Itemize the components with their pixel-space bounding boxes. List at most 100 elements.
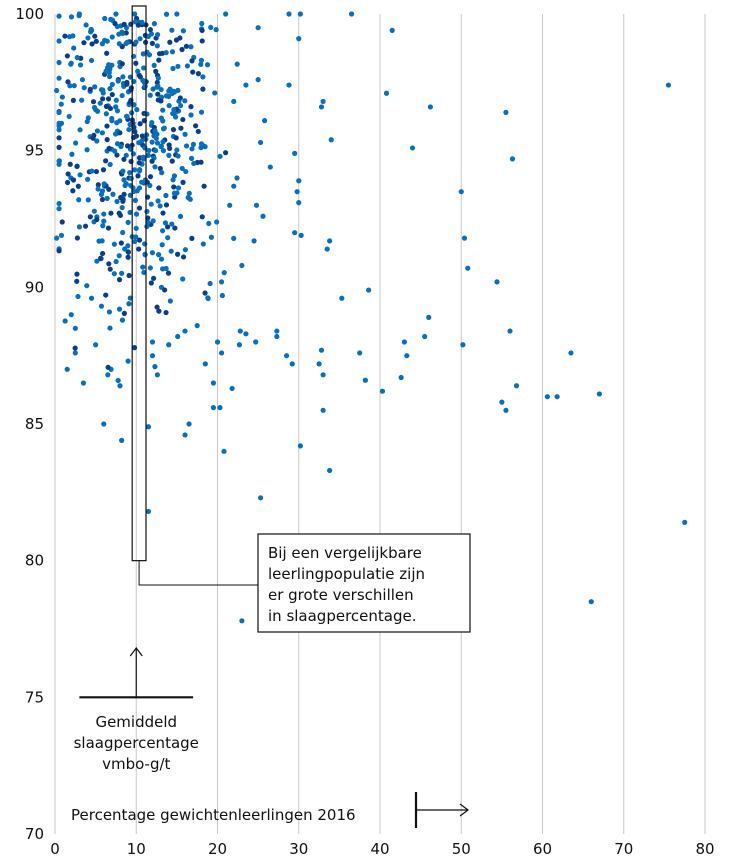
data-point [106, 73, 113, 80]
data-point [135, 173, 141, 179]
data-point [132, 11, 138, 17]
data-point [133, 60, 139, 66]
data-point [72, 325, 78, 331]
data-point [257, 139, 264, 146]
data-point [93, 168, 99, 175]
data-point [221, 448, 227, 454]
data-point [234, 61, 240, 67]
data-point [251, 238, 257, 244]
data-point [182, 131, 188, 137]
data-point [199, 214, 205, 220]
data-point [214, 339, 221, 345]
data-point [101, 218, 107, 224]
data-point [144, 132, 150, 138]
data-point [105, 225, 112, 231]
data-point [121, 310, 127, 316]
data-point [83, 22, 89, 28]
x-tick-label: 50 [452, 840, 471, 858]
data-point [165, 235, 171, 241]
data-point [155, 198, 161, 204]
data-point [72, 350, 78, 356]
data-point [159, 170, 165, 176]
data-point [193, 123, 199, 129]
data-point [87, 214, 93, 220]
data-point [179, 165, 185, 172]
callout-text: Bij een vergelijkbare [268, 544, 422, 562]
data-point [298, 232, 304, 238]
data-point [56, 200, 62, 207]
data-point [132, 197, 139, 203]
data-point [286, 11, 292, 17]
data-point [503, 109, 509, 115]
data-point [160, 210, 166, 216]
data-point [105, 364, 111, 370]
data-point [160, 266, 166, 272]
data-point [160, 107, 166, 113]
data-point [76, 197, 82, 203]
data-point [163, 202, 170, 208]
data-point [166, 342, 172, 348]
data-point [101, 421, 107, 427]
data-point [139, 179, 145, 185]
data-point [348, 11, 355, 17]
data-point [296, 36, 302, 42]
data-point [210, 405, 217, 411]
data-point [106, 186, 112, 192]
data-point [104, 38, 110, 44]
data-point [65, 171, 71, 177]
data-point [149, 40, 156, 46]
data-point [465, 265, 471, 271]
data-point [509, 156, 516, 162]
data-point [162, 220, 169, 226]
data-point [109, 81, 115, 88]
data-point [94, 128, 101, 134]
data-point [169, 158, 175, 164]
data-point [204, 62, 211, 68]
data-point [127, 99, 133, 105]
data-point [100, 223, 106, 229]
data-point [134, 107, 140, 113]
data-point [554, 394, 560, 400]
data-point [173, 37, 180, 43]
data-point [81, 40, 87, 46]
data-point [153, 147, 159, 154]
data-point [113, 11, 119, 17]
data-point [69, 151, 75, 157]
data-point [401, 339, 407, 345]
data-point [158, 86, 164, 93]
data-point [185, 194, 191, 201]
data-point [121, 191, 127, 197]
data-point [227, 202, 233, 208]
data-point [131, 238, 138, 245]
data-point [136, 237, 143, 243]
data-point [179, 46, 185, 53]
data-point [109, 34, 115, 40]
data-point [106, 309, 113, 315]
data-point [682, 519, 688, 526]
data-point [84, 283, 90, 289]
data-point [88, 295, 95, 301]
data-point [111, 241, 117, 247]
data-point [205, 295, 211, 301]
data-point [67, 161, 73, 167]
data-point [182, 328, 188, 334]
data-point [260, 213, 266, 219]
data-point [119, 204, 125, 211]
data-point [160, 148, 166, 154]
data-point [77, 62, 84, 68]
data-point [404, 353, 410, 359]
data-point [217, 405, 223, 411]
data-point [167, 298, 173, 304]
data-point [152, 128, 158, 134]
data-point [154, 372, 160, 378]
data-point [180, 28, 186, 34]
data-point [234, 175, 240, 181]
data-point [137, 121, 143, 127]
data-point [114, 152, 120, 158]
data-point [169, 27, 175, 33]
data-point [109, 115, 115, 122]
data-point [105, 372, 111, 378]
data-point [126, 126, 132, 133]
y-tick-label: 75 [25, 688, 44, 706]
data-point [119, 61, 125, 67]
